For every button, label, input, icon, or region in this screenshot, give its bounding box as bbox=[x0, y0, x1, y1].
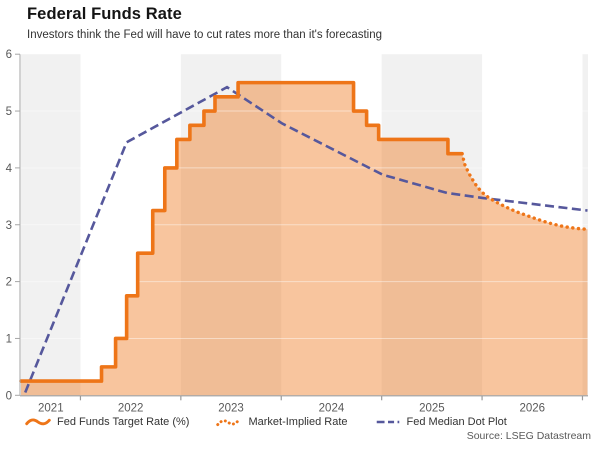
svg-text:2021: 2021 bbox=[38, 402, 64, 414]
market-implied-line bbox=[460, 151, 590, 231]
dashed-line-icon bbox=[376, 420, 401, 424]
area-fill bbox=[21, 82, 588, 396]
axis-labels: 0 1 2 3 4 5 6 2021 2022 2023 2024 2025 2026 bbox=[6, 49, 545, 414]
svg-text:5: 5 bbox=[6, 106, 12, 118]
legend-item-2: Fed Median Dot Plot bbox=[375, 416, 507, 428]
svg-text:4: 4 bbox=[6, 163, 13, 175]
svg-text:2023: 2023 bbox=[218, 402, 244, 414]
chart-legend: Fed Funds Target Rate (%) Market-Implied … bbox=[25, 413, 507, 431]
dotted-squiggle-icon bbox=[216, 417, 242, 427]
year-bands bbox=[21, 54, 588, 396]
legend-item-0: Fed Funds Target Rate (%) bbox=[25, 416, 189, 428]
legend-label: Fed Median Dot Plot bbox=[406, 416, 507, 428]
source-attribution: Source: LSEG Datastream bbox=[466, 430, 591, 442]
svg-text:2025: 2025 bbox=[419, 402, 445, 414]
svg-text:2022: 2022 bbox=[118, 402, 144, 414]
target-rate-line bbox=[19, 80, 464, 383]
dot-plot-line bbox=[24, 85, 588, 393]
svg-text:1: 1 bbox=[6, 333, 12, 345]
legend-item-1: Market-Implied Rate bbox=[216, 416, 348, 428]
chart-title: Federal Funds Rate bbox=[27, 5, 182, 23]
solid-squiggle-icon bbox=[25, 418, 51, 426]
chart-subtitle: Investors think the Fed will have to cut… bbox=[27, 29, 383, 41]
svg-text:2024: 2024 bbox=[319, 402, 345, 414]
svg-text:6: 6 bbox=[6, 49, 12, 61]
svg-text:0: 0 bbox=[6, 390, 12, 402]
svg-text:3: 3 bbox=[6, 220, 12, 232]
svg-text:2: 2 bbox=[6, 277, 12, 289]
legend-label: Market-Implied Rate bbox=[248, 416, 348, 428]
legend-label: Fed Funds Target Rate (%) bbox=[57, 416, 190, 428]
axes bbox=[15, 53, 588, 401]
svg-text:2026: 2026 bbox=[519, 402, 545, 414]
